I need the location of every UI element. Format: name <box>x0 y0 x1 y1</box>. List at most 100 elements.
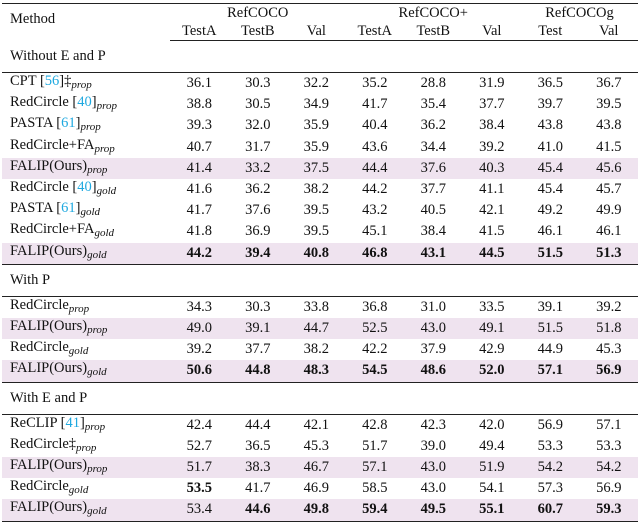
best-value: 52.0 <box>479 362 505 379</box>
value-cell: 44.4 <box>345 157 404 180</box>
value-cell: 40.5 <box>420 202 446 219</box>
value-cell: 39.0 <box>420 437 446 454</box>
column-header: Val <box>287 22 346 41</box>
value-cell: 37.7 <box>245 341 271 358</box>
best-value: 39.4 <box>245 244 271 261</box>
method-name: CPT [ <box>10 73 45 89</box>
method-cell: PASTA [61]prop <box>2 115 170 136</box>
value-cell: 42.1 <box>479 202 505 219</box>
value-cell: 39.3 <box>186 117 212 134</box>
value-cell: 33.2 <box>228 157 287 180</box>
value-cell: 44.9 <box>537 341 563 358</box>
method-cell: PASTA [61]gold <box>2 200 170 221</box>
value-cell: 36.2 <box>245 181 271 198</box>
section-row: With P <box>2 263 638 297</box>
value-cell: 38.4 <box>420 223 446 240</box>
method-name: PASTA [ <box>10 200 62 217</box>
method-cell: FALIP(Ours)gold <box>2 360 170 383</box>
value-cell: 57.1 <box>596 416 622 433</box>
value-cell: 51.5 <box>521 242 580 265</box>
subscript: prop <box>76 441 97 454</box>
value-cell: 53.5 <box>170 478 229 499</box>
value-cell: 37.9 <box>420 341 446 358</box>
subscript: prop <box>68 302 90 315</box>
value-cell: 36.1 <box>186 75 212 91</box>
value-cell: 40.3 <box>462 157 521 180</box>
result-row: RedCircleprop 34.3 30.3 33.8 36.8 31.0 33.5 39.… <box>2 296 638 318</box>
value-cell: 35.9 <box>303 117 329 134</box>
value-cell: 39.7 <box>537 96 563 113</box>
value-cell: 44.4 <box>245 416 271 433</box>
value-cell: 44.2 <box>362 181 388 198</box>
value-cell: 30.3 <box>245 298 271 315</box>
method-name: FALIP(Ours) <box>10 157 88 174</box>
value-cell: 55.1 <box>462 499 521 522</box>
column-header: Test <box>521 22 580 41</box>
value-cell: 52.5 <box>345 318 404 340</box>
value-cell: 41.7 <box>245 480 271 497</box>
subscript: gold <box>87 505 107 518</box>
method-name: ] <box>91 179 97 196</box>
value-cell: 41.5 <box>596 138 622 155</box>
best-value: 48.3 <box>303 362 329 379</box>
result-row: RedCircle+FAgold 41.8 36.9 39.5 45.1 38.4 41.5… <box>2 221 638 242</box>
value-cell: 39.2 <box>596 298 622 315</box>
subscript: prop <box>94 142 115 155</box>
method-name: ] <box>91 94 97 111</box>
subscript: prop <box>87 324 108 337</box>
value-cell: 43.6 <box>362 138 388 155</box>
value-cell: 45.1 <box>362 223 388 240</box>
best-value: 57.1 <box>537 362 563 379</box>
value-cell: 39.5 <box>596 96 622 113</box>
citation: 61 <box>61 115 76 132</box>
result-row: RedCircle‡prop 52.7 36.5 45.3 51.7 39.0 49.4 53… <box>2 436 638 457</box>
value-cell: 37.6 <box>245 202 271 219</box>
best-value: 49.5 <box>420 501 446 518</box>
best-value: 59.3 <box>596 501 622 518</box>
section-title: Without E and P <box>2 40 638 73</box>
value-cell: 49.2 <box>537 202 563 219</box>
value-cell: 56.9 <box>579 360 638 383</box>
method-name: RedCircle <box>10 478 69 495</box>
value-cell: 43.0 <box>404 318 463 340</box>
result-row: RedCirclegold 39.2 37.7 38.2 42.2 37.9 42.9 44.… <box>2 339 638 360</box>
value-cell: 49.1 <box>462 318 521 340</box>
value-cell: 39.5 <box>303 202 329 219</box>
value-cell: 43.1 <box>404 242 463 265</box>
group-header: RefCOCOg <box>545 5 614 21</box>
value-cell: 36.2 <box>420 117 446 134</box>
value-cell: 30.3 <box>245 75 271 91</box>
method-name: FALIP(Ours) <box>10 360 88 377</box>
citation: 40 <box>77 94 92 111</box>
method-name: ] <box>75 115 81 132</box>
group-header: RefCOCO <box>227 5 289 21</box>
method-header: Method <box>10 11 56 27</box>
value-cell: 44.8 <box>228 360 287 383</box>
method-name: RedCircle‡ <box>10 435 77 452</box>
value-cell: 39.1 <box>537 298 563 315</box>
method-cell: RedCircleprop <box>2 296 170 318</box>
best-value: 43.1 <box>420 244 446 261</box>
value-cell: 58.5 <box>362 480 388 497</box>
subscript: gold <box>68 345 89 358</box>
best-value: 56.9 <box>596 362 622 379</box>
best-value: 54.5 <box>362 362 388 379</box>
value-cell: 56.9 <box>537 416 563 433</box>
best-value: 51.3 <box>596 244 622 261</box>
value-cell: 49.9 <box>596 202 622 219</box>
method-name: RedCircle <box>10 296 69 313</box>
subscript: prop <box>71 79 92 91</box>
value-cell: 36.7 <box>596 75 622 91</box>
value-cell: 41.4 <box>170 157 229 180</box>
value-cell: 43.2 <box>362 202 388 219</box>
method-cell: RedCircle [40]prop <box>2 94 170 115</box>
value-cell: 34.9 <box>303 96 329 113</box>
column-header: Val <box>462 22 521 41</box>
value-cell: 48.6 <box>404 360 463 383</box>
best-value: 44.8 <box>245 362 271 379</box>
value-cell: 40.4 <box>362 117 388 134</box>
method-cell: ReCLIP [41]prop <box>2 414 170 436</box>
result-row: CPT [56]‡prop 36.1 30.3 32.2 35.2 28.8 31.9 36.… <box>2 73 638 95</box>
value-cell: 34.4 <box>420 138 446 155</box>
citation: 41 <box>65 414 80 431</box>
